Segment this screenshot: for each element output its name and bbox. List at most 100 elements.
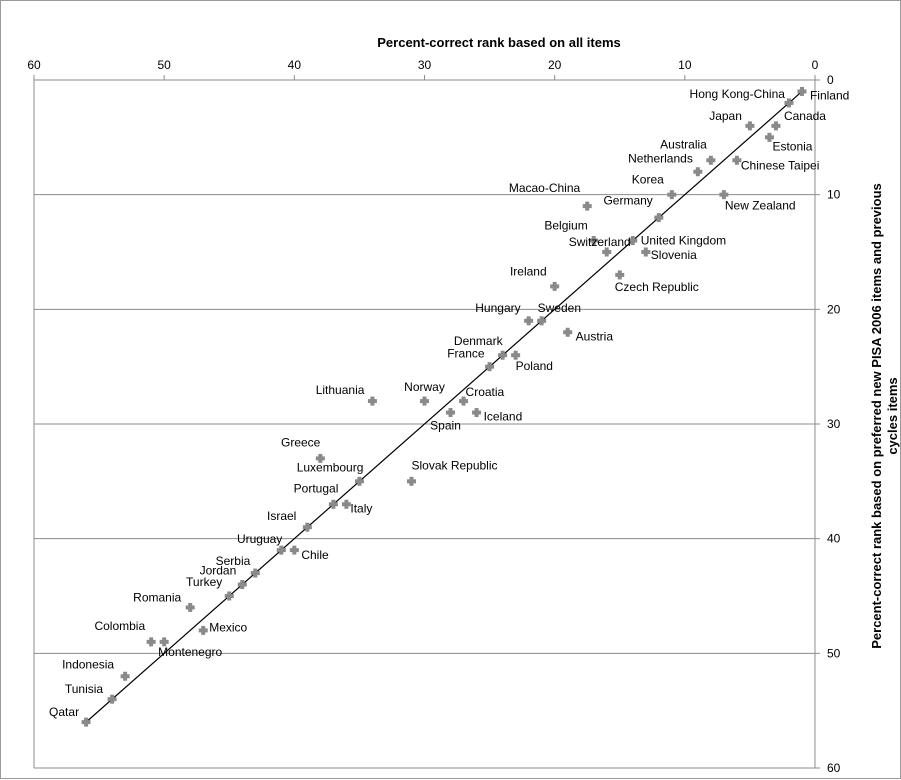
point-label-canada: Canada xyxy=(784,109,826,123)
x-axis-title: Percent-correct rank based on all items xyxy=(377,35,620,50)
marker-v xyxy=(318,453,323,463)
data-point-hong-kong-china xyxy=(784,98,794,108)
marker-v xyxy=(708,155,713,165)
point-label-macao-china: Macao-China xyxy=(509,181,581,195)
data-point-israel xyxy=(302,522,312,532)
point-label-poland: Poland xyxy=(516,359,553,373)
point-label-switzerland: Switzerland xyxy=(569,235,631,249)
y-tick-label: 0 xyxy=(827,73,834,87)
y-tick-label: 60 xyxy=(827,761,841,775)
y-axis-title-line-2: cycles items xyxy=(885,377,900,454)
point-label-uruguay: Uruguay xyxy=(237,532,282,546)
data-point-estonia xyxy=(764,132,774,142)
marker-v xyxy=(409,476,414,486)
marker-v xyxy=(240,580,245,590)
marker-v xyxy=(643,247,648,257)
point-label-hungary: Hungary xyxy=(475,301,520,315)
data-point-chile xyxy=(289,545,299,555)
y-axis-title-line-1: Percent-correct rank based on preferred … xyxy=(869,183,884,649)
point-label-turkey: Turkey xyxy=(186,575,222,589)
point-label-slovenia: Slovenia xyxy=(651,248,697,262)
marker-v xyxy=(526,316,531,326)
data-point-turkey xyxy=(224,591,234,601)
marker-v xyxy=(669,190,674,200)
marker-v xyxy=(253,568,258,578)
point-label-portugal: Portugal xyxy=(294,481,339,495)
marker-v xyxy=(344,499,349,509)
data-point-slovenia xyxy=(641,247,651,257)
data-point-korea xyxy=(667,190,677,200)
data-point-slovak-republic xyxy=(406,476,416,486)
y-tick-label: 40 xyxy=(827,532,841,546)
point-label-colombia: Colombia xyxy=(94,619,145,633)
marker-v xyxy=(721,190,726,200)
marker-v xyxy=(500,350,505,360)
point-label-montenegro: Montenegro xyxy=(158,645,222,659)
point-label-italy: Italy xyxy=(350,501,372,515)
data-point-japan xyxy=(745,121,755,131)
point-label-denmark: Denmark xyxy=(454,334,504,348)
marker-v xyxy=(370,396,375,406)
x-tick-label: 0 xyxy=(812,58,819,72)
data-point-uruguay xyxy=(276,545,286,555)
point-label-belgium: Belgium xyxy=(544,219,587,233)
point-label-new-zealand: New Zealand xyxy=(725,199,796,213)
data-point-denmark xyxy=(498,350,508,360)
data-point-united-kingdom xyxy=(628,236,638,246)
marker-v xyxy=(84,717,89,727)
point-label-qatar: Qatar xyxy=(49,705,79,719)
marker-v xyxy=(422,396,427,406)
x-tick-label: 40 xyxy=(288,58,302,72)
marker-v xyxy=(487,362,492,372)
data-point-colombia xyxy=(146,637,156,647)
point-label-indonesia: Indonesia xyxy=(62,657,114,671)
point-label-serbia: Serbia xyxy=(216,554,251,568)
data-point-germany xyxy=(654,213,664,223)
marker-v xyxy=(747,121,752,131)
marker-v xyxy=(767,132,772,142)
point-label-korea: Korea xyxy=(632,173,664,187)
point-label-greece: Greece xyxy=(281,435,321,449)
marker-v xyxy=(149,637,154,647)
marker-v xyxy=(331,499,336,509)
marker-v xyxy=(695,167,700,177)
point-label-luxembourg: Luxembourg xyxy=(297,460,364,474)
marker-v xyxy=(786,98,791,108)
data-point-tunisia xyxy=(107,694,117,704)
data-point-luxembourg xyxy=(354,476,364,486)
point-label-romania: Romania xyxy=(133,590,181,604)
data-point-poland xyxy=(511,350,521,360)
point-label-israel: Israel xyxy=(267,509,296,523)
marker-v xyxy=(565,327,570,337)
marker-v xyxy=(188,602,193,612)
point-label-netherlands: Netherlands xyxy=(628,152,693,166)
marker-v xyxy=(110,694,115,704)
data-point-new-zealand xyxy=(719,190,729,200)
trend-line xyxy=(85,91,803,723)
marker-v xyxy=(773,121,778,131)
marker-v xyxy=(539,316,544,326)
y-tick-label: 20 xyxy=(827,302,841,316)
point-label-australia: Australia xyxy=(660,137,707,151)
marker-v xyxy=(799,86,804,96)
data-point-macao-china xyxy=(582,201,592,211)
data-point-austria xyxy=(563,327,573,337)
data-point-portugal xyxy=(328,499,338,509)
marker-v xyxy=(357,476,362,486)
data-point-italy xyxy=(341,499,351,509)
data-point-switzerland xyxy=(602,247,612,257)
point-label-hong-kong-china: Hong Kong-China xyxy=(690,87,786,101)
y-tick-label: 30 xyxy=(827,417,841,431)
marker-v xyxy=(474,408,479,418)
point-label-lithuania: Lithuania xyxy=(316,383,365,397)
data-point-lithuania xyxy=(367,396,377,406)
point-label-chinese-taipei: Chinese Taipei xyxy=(741,158,820,172)
x-tick-label: 30 xyxy=(418,58,432,72)
marker-v xyxy=(448,408,453,418)
x-tick-label: 60 xyxy=(27,58,41,72)
point-label-slovak-republic: Slovak Republic xyxy=(411,458,497,472)
marker-v xyxy=(461,396,466,406)
marker-v xyxy=(201,625,206,635)
data-point-greece xyxy=(315,453,325,463)
marker-v xyxy=(604,247,609,257)
